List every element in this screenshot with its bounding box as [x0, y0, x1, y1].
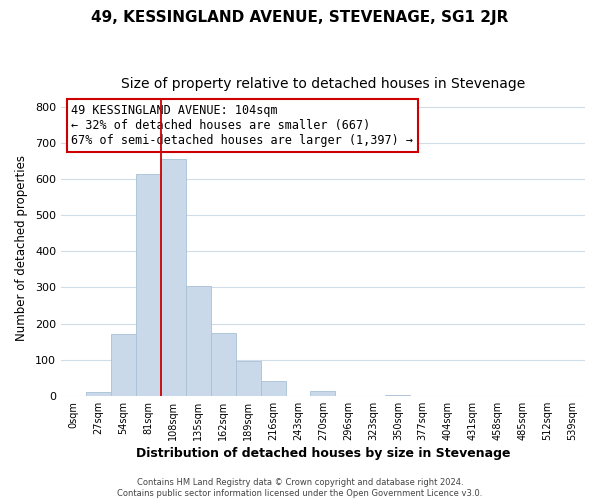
Text: Contains HM Land Registry data © Crown copyright and database right 2024.
Contai: Contains HM Land Registry data © Crown c…: [118, 478, 482, 498]
Bar: [310, 392, 335, 396]
Bar: [111, 334, 136, 396]
X-axis label: Distribution of detached houses by size in Stevenage: Distribution of detached houses by size …: [136, 447, 510, 460]
Bar: [161, 159, 186, 396]
Text: 49 KESSINGLAND AVENUE: 104sqm
← 32% of detached houses are smaller (667)
67% of : 49 KESSINGLAND AVENUE: 104sqm ← 32% of d…: [71, 104, 413, 147]
Bar: [385, 394, 410, 396]
Bar: [86, 392, 111, 396]
Bar: [136, 174, 161, 396]
Text: 49, KESSINGLAND AVENUE, STEVENAGE, SG1 2JR: 49, KESSINGLAND AVENUE, STEVENAGE, SG1 2…: [91, 10, 509, 25]
Y-axis label: Number of detached properties: Number of detached properties: [15, 154, 28, 340]
Bar: [260, 382, 286, 396]
Bar: [186, 286, 211, 396]
Title: Size of property relative to detached houses in Stevenage: Size of property relative to detached ho…: [121, 78, 525, 92]
Bar: [236, 361, 260, 396]
Bar: [211, 332, 236, 396]
